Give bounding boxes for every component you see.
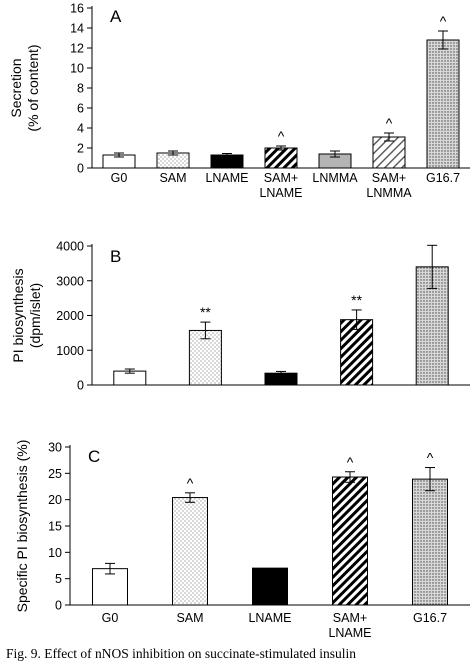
x-tick-label: G0 [111,171,128,185]
significance-mark: ^ [386,115,393,131]
x-tick-label: SAM+ [372,171,406,185]
bar [252,567,288,606]
y-tick-label: 4000 [56,240,84,254]
bar [264,147,298,169]
x-tick-label: SAM+ [264,171,298,185]
y-tick-label: 8 [77,82,84,96]
bar [412,478,448,606]
y-tick-label: 15 [48,520,62,534]
bar [372,136,406,169]
y-tick-label: 2000 [56,309,84,323]
y-axis-label: PI biosynthesis [10,268,26,362]
significance-mark: ^ [440,13,447,29]
y-tick-label: 10 [70,62,84,76]
bar [340,319,374,386]
y-tick-label: 30 [48,441,62,455]
significance-mark: ^ [427,450,434,466]
x-tick-label: LNAME [328,626,371,640]
significance-mark: ^ [187,475,194,491]
y-tick-label: 1000 [56,344,84,358]
significance-mark: ^ [347,454,354,470]
significance-mark: ** [200,304,211,320]
y-tick-label: 20 [48,493,62,507]
x-tick-label: LNAME [259,186,302,200]
x-tick-label: LNMMA [312,171,358,185]
figure-caption: Fig. 9. Effect of nNOS inhibition on suc… [6,646,356,661]
panel-c: 0 5 10 15 20 25 30 C Specific PI biosynthesis (%… [14,440,470,640]
x-tick-label: SAM+ [333,611,367,625]
x-tick-label: SAM [159,171,186,185]
panel-letter: B [110,247,121,266]
y-tick-label: 10 [48,546,62,560]
x-tick-label: LNAME [205,171,248,185]
y-axis-label: (% of content) [25,44,41,131]
x-tick-label: G16.7 [426,171,460,185]
y-tick-label: 0 [77,162,84,176]
panel-letter: C [88,447,100,466]
x-tick-label: SAM [176,611,203,625]
bar [92,568,128,606]
significance-mark: ^ [278,128,285,144]
y-tick-label: 14 [70,22,84,36]
x-tick-label: LNMMA [366,186,412,200]
y-tick-label: 0 [55,599,62,613]
y-tick-label: 16 [70,2,84,16]
y-tick-label: 2 [77,142,84,156]
y-tick-label: 0 [77,379,84,393]
y-tick-label: 6 [77,102,84,116]
y-tick-label: 25 [48,467,62,481]
bar [172,497,208,606]
significance-mark: ** [351,292,362,308]
y-tick-label: 4 [77,122,84,136]
y-tick-label: 5 [55,572,62,586]
panel-b: 0 1000 2000 3000 4000 B PI biosynthesis (dpm/is… [10,240,470,393]
y-axis-label: Specific PI biosynthesis (%) [14,440,30,613]
panel-a: 0 2 4 6 8 10 12 14 16 A Secretion (% of content) G0 S… [8,2,470,200]
y-axis-label: Secretion [8,58,24,117]
bar [332,476,368,606]
bar [188,329,222,386]
x-tick-label: G0 [102,611,119,625]
y-axis-label: (dpm/islet) [27,283,43,348]
y-tick-label: 12 [70,42,84,56]
x-tick-label: LNAME [248,611,291,625]
panel-letter: A [110,7,122,26]
bar [426,39,460,169]
x-tick-label: G16.7 [413,611,447,625]
y-tick-label: 3000 [56,274,84,288]
